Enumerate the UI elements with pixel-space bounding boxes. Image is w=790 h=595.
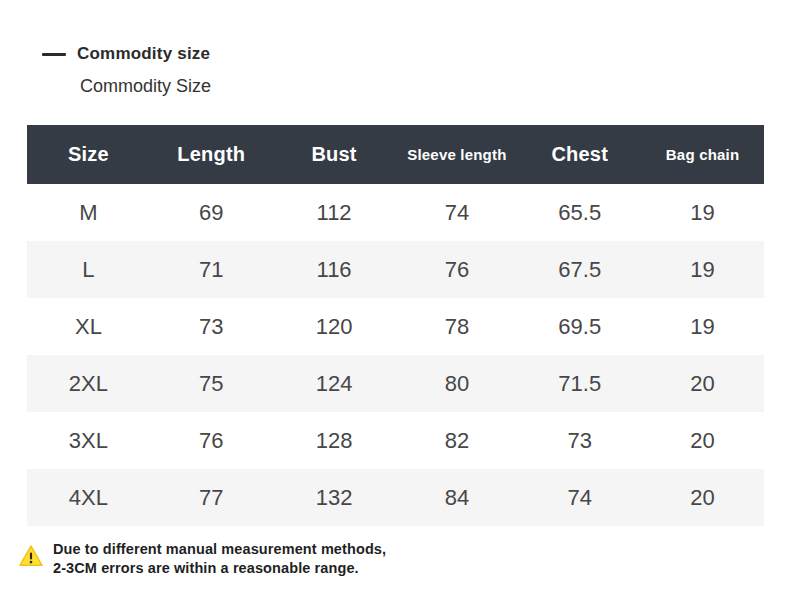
column-header-bag-chain: Bag chain [641, 125, 764, 184]
table-row-4xl: 4XL 77 132 84 74 20 [27, 469, 764, 526]
cell-bust: 124 [273, 355, 396, 412]
cell-bag-chain: 19 [641, 184, 764, 241]
column-header-length: Length [150, 125, 273, 184]
cell-bust: 132 [273, 469, 396, 526]
page-heading: Commodity size [42, 44, 210, 64]
warning-triangle-icon [18, 544, 44, 568]
cell-size: M [27, 184, 150, 241]
cell-chest: 73 [518, 412, 641, 469]
table-row-3xl: 3XL 76 128 82 73 20 [27, 412, 764, 469]
cell-bust: 128 [273, 412, 396, 469]
cell-bag-chain: 20 [641, 412, 764, 469]
cell-sleeve-length: 76 [395, 241, 518, 298]
table-row-2xl: 2XL 75 124 80 71.5 20 [27, 355, 764, 412]
cell-sleeve-length: 74 [395, 184, 518, 241]
cell-chest: 74 [518, 469, 641, 526]
cell-length: 69 [150, 184, 273, 241]
cell-size: 3XL [27, 412, 150, 469]
cell-chest: 71.5 [518, 355, 641, 412]
cell-bag-chain: 19 [641, 298, 764, 355]
cell-bag-chain: 19 [641, 241, 764, 298]
cell-length: 77 [150, 469, 273, 526]
header-row: Size Length Bust Sleeve length Chest Bag… [27, 125, 764, 184]
cell-length: 76 [150, 412, 273, 469]
column-header-sleeve-length: Sleeve length [395, 125, 518, 184]
page-title: Commodity size [77, 44, 210, 64]
column-header-size: Size [27, 125, 150, 184]
cell-length: 75 [150, 355, 273, 412]
cell-sleeve-length: 82 [395, 412, 518, 469]
page-subtitle: Commodity Size [80, 76, 211, 97]
column-header-bust: Bust [273, 125, 396, 184]
dash-icon [42, 53, 66, 56]
cell-length: 73 [150, 298, 273, 355]
cell-sleeve-length: 80 [395, 355, 518, 412]
measurement-note: Due to different manual measurement meth… [18, 540, 386, 578]
cell-bust: 120 [273, 298, 396, 355]
cell-chest: 65.5 [518, 184, 641, 241]
table-row-xl: XL 73 120 78 69.5 19 [27, 298, 764, 355]
cell-bust: 116 [273, 241, 396, 298]
cell-size: 2XL [27, 355, 150, 412]
cell-chest: 69.5 [518, 298, 641, 355]
cell-bust: 112 [273, 184, 396, 241]
cell-length: 71 [150, 241, 273, 298]
cell-size: L [27, 241, 150, 298]
size-table-body: M 69 112 74 65.5 19 L 71 116 76 67.5 19 … [27, 184, 764, 526]
note-line-1: Due to different manual measurement meth… [53, 540, 386, 559]
cell-size: 4XL [27, 469, 150, 526]
table-row-m: M 69 112 74 65.5 19 [27, 184, 764, 241]
size-table: Size Length Bust Sleeve length Chest Bag… [27, 125, 764, 526]
cell-chest: 67.5 [518, 241, 641, 298]
size-table-header: Size Length Bust Sleeve length Chest Bag… [27, 125, 764, 184]
size-table-container: Size Length Bust Sleeve length Chest Bag… [27, 125, 764, 526]
note-line-2: 2-3CM errors are within a reasonable ran… [53, 559, 386, 578]
cell-sleeve-length: 84 [395, 469, 518, 526]
cell-bag-chain: 20 [641, 469, 764, 526]
column-header-chest: Chest [518, 125, 641, 184]
table-row-l: L 71 116 76 67.5 19 [27, 241, 764, 298]
cell-bag-chain: 20 [641, 355, 764, 412]
cell-sleeve-length: 78 [395, 298, 518, 355]
note-text: Due to different manual measurement meth… [53, 540, 386, 578]
cell-size: XL [27, 298, 150, 355]
